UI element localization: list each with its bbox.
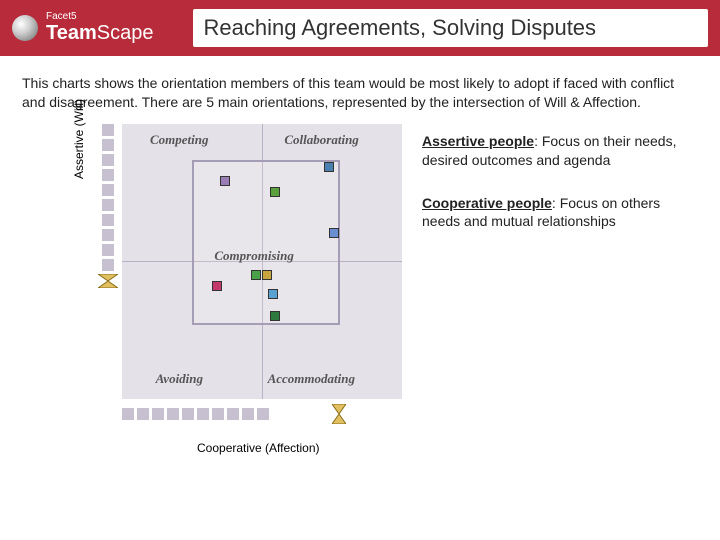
quadrant-label-competing: Competing [150, 132, 209, 148]
axis-tick [137, 408, 149, 420]
side-text: Assertive people: Focus on their needs, … [422, 124, 698, 464]
logo: Facet5 TeamScape [12, 11, 153, 45]
axis-tick [167, 408, 179, 420]
data-marker [270, 311, 280, 321]
data-marker [329, 228, 339, 238]
assertive-desc: Assertive people: Focus on their needs, … [422, 132, 698, 170]
inner-box [192, 160, 340, 325]
header-bar: Facet5 TeamScape Reaching Agreements, So… [0, 0, 720, 56]
y-axis-ticks [102, 124, 116, 274]
quadrant-label-collaborating: Collaborating [284, 132, 358, 148]
x-axis-label: Cooperative (Affection) [197, 441, 320, 455]
axis-tick [102, 214, 114, 226]
logo-team: Team [46, 22, 97, 44]
intro-text: This charts shows the orientation member… [0, 56, 720, 120]
conflict-chart: Assertive (Will) CompetingCollaboratingC… [22, 124, 402, 464]
data-marker [268, 289, 278, 299]
data-marker [251, 270, 261, 280]
cooperative-lead: Cooperative people [422, 195, 552, 211]
axis-tick [242, 408, 254, 420]
axis-tick [257, 408, 269, 420]
axis-tick [102, 259, 114, 271]
data-marker [270, 187, 280, 197]
data-marker [220, 176, 230, 186]
logo-small-text: Facet5 [46, 11, 153, 22]
assertive-lead: Assertive people [422, 133, 534, 149]
x-axis-hourglass-icon [332, 404, 344, 424]
axis-tick [102, 244, 114, 256]
data-marker [324, 162, 334, 172]
quadrant-label-avoiding: Avoiding [156, 371, 203, 387]
x-axis-ticks [122, 408, 269, 420]
axis-tick [102, 184, 114, 196]
data-marker [262, 270, 272, 280]
axis-tick [102, 124, 114, 136]
y-axis-hourglass-icon [98, 274, 118, 286]
content-row: Assertive (Will) CompetingCollaboratingC… [0, 120, 720, 464]
axis-tick [102, 199, 114, 211]
y-axis-label: Assertive (Will) [72, 99, 86, 179]
data-marker [212, 281, 222, 291]
axis-tick [102, 154, 114, 166]
axis-tick [227, 408, 239, 420]
logo-scape: Scape [97, 22, 154, 44]
logo-globe-icon [12, 15, 38, 41]
axis-tick [197, 408, 209, 420]
quadrant-label-accommodating: Accommodating [268, 371, 355, 387]
cooperative-desc: Cooperative people: Focus on others need… [422, 194, 698, 232]
page-title: Reaching Agreements, Solving Disputes [193, 9, 708, 47]
axis-tick [102, 139, 114, 151]
axis-tick [152, 408, 164, 420]
axis-tick [182, 408, 194, 420]
chart-grid: Competing Collaborating Compromising Avoidi… [122, 124, 402, 399]
quadrant-label-compromising: Compromising [214, 248, 293, 264]
axis-tick [102, 229, 114, 241]
axis-tick [212, 408, 224, 420]
axis-tick [102, 169, 114, 181]
axis-tick [122, 408, 134, 420]
